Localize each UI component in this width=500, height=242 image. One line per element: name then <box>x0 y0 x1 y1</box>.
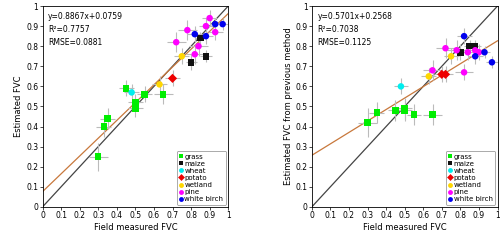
Y-axis label: Estimated FVC from previous method: Estimated FVC from previous method <box>284 28 292 185</box>
Point <box>442 46 450 50</box>
Point <box>410 113 418 116</box>
Point <box>178 54 186 58</box>
Point <box>447 54 455 58</box>
Legend: grass, maize, wheat, potato, wetland, pine, white birch: grass, maize, wheat, potato, wetland, pi… <box>176 151 226 205</box>
Point <box>211 30 219 34</box>
Point <box>202 34 210 38</box>
Point <box>464 50 472 54</box>
Point <box>202 24 210 28</box>
Point <box>475 50 483 54</box>
Point <box>460 70 468 74</box>
Point <box>373 111 381 114</box>
Point <box>460 34 468 38</box>
Point <box>168 76 176 80</box>
X-axis label: Field measured FVC: Field measured FVC <box>363 223 446 232</box>
Y-axis label: Estimated FVC: Estimated FVC <box>14 76 24 137</box>
Legend: grass, maize, wheat, potato, wetland, pine, white birch: grass, maize, wheat, potato, wetland, pi… <box>446 151 496 205</box>
Point <box>196 36 204 40</box>
Point <box>132 100 140 104</box>
Point <box>452 48 460 52</box>
Point <box>104 117 112 121</box>
Point <box>206 16 214 20</box>
Point <box>428 68 436 72</box>
Point <box>218 22 226 26</box>
Point <box>428 113 436 116</box>
Point <box>100 125 108 129</box>
Point <box>128 91 136 94</box>
Point <box>191 52 199 56</box>
Point <box>184 28 192 32</box>
Point <box>159 92 167 96</box>
Point <box>202 54 210 58</box>
Point <box>471 44 479 48</box>
Point <box>94 155 102 159</box>
Point <box>425 75 433 78</box>
Point <box>471 54 479 58</box>
Point <box>400 106 408 110</box>
Text: y=0.5701x+0.2568
R²=0.7038
RMSE=0.1125: y=0.5701x+0.2568 R²=0.7038 RMSE=0.1125 <box>318 12 392 47</box>
Point <box>156 83 164 86</box>
Point <box>471 48 479 52</box>
Point <box>392 109 400 113</box>
Point <box>438 72 446 76</box>
Point <box>132 106 140 110</box>
Point <box>480 50 488 54</box>
Point <box>400 109 408 113</box>
Point <box>456 50 464 54</box>
Point <box>140 92 148 96</box>
Point <box>211 22 219 26</box>
Point <box>488 60 496 64</box>
Point <box>122 86 130 90</box>
Point <box>194 44 202 48</box>
Point <box>466 44 473 48</box>
Point <box>442 72 450 76</box>
X-axis label: Field measured FVC: Field measured FVC <box>94 223 177 232</box>
Point <box>364 121 372 124</box>
Text: y=0.8867x+0.0759
R²=0.7757
RMSE=0.0881: y=0.8867x+0.0759 R²=0.7757 RMSE=0.0881 <box>48 12 123 47</box>
Point <box>397 84 405 88</box>
Point <box>172 40 180 44</box>
Point <box>191 32 199 36</box>
Point <box>187 60 195 64</box>
